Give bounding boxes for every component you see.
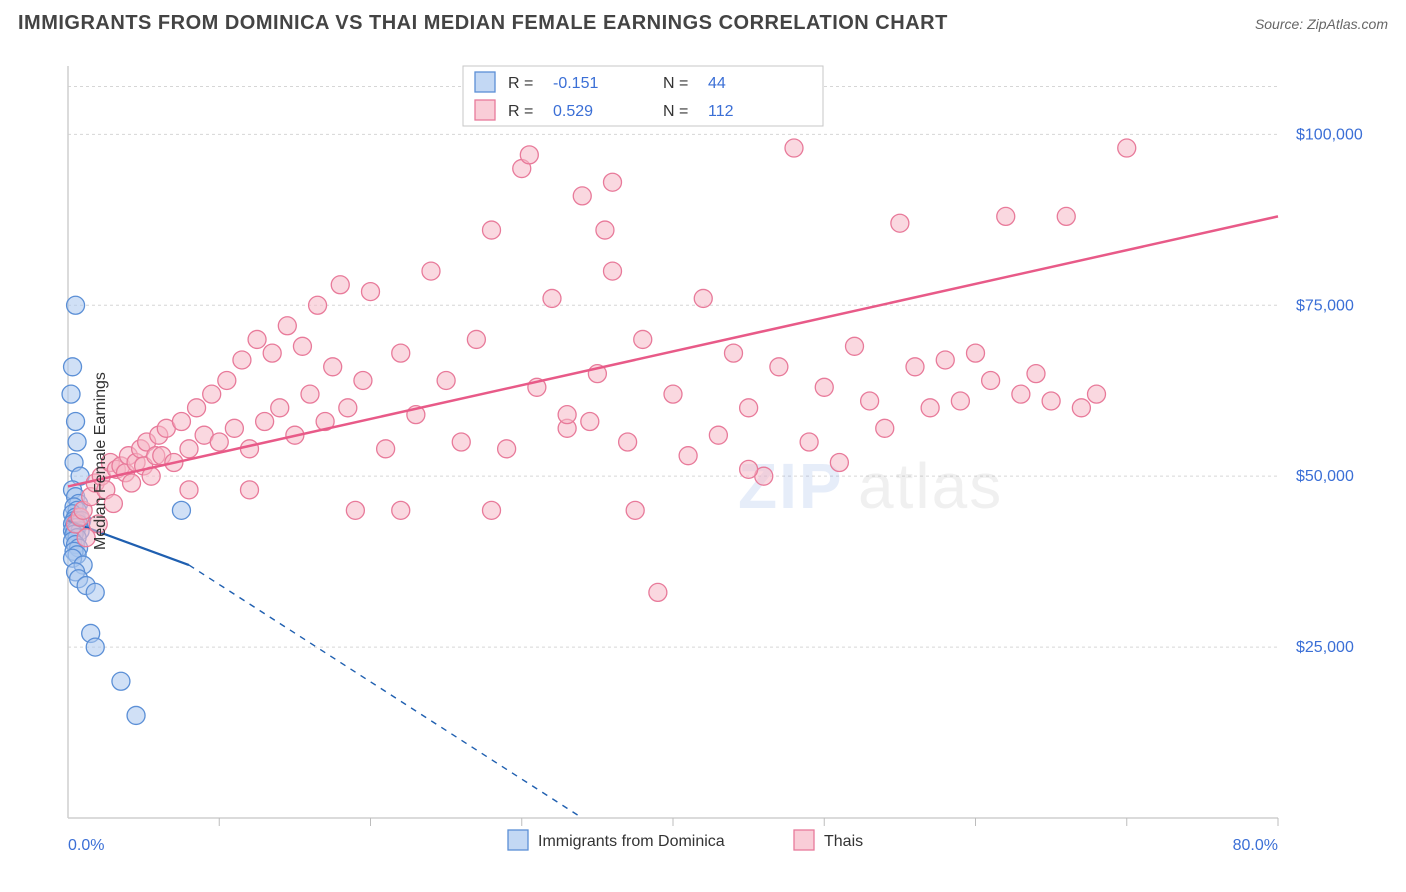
watermark: ZIPatlas [738, 450, 1003, 522]
svg-text:Immigrants from Dominica: Immigrants from Dominica [538, 833, 725, 850]
svg-text:0.0%: 0.0% [68, 837, 104, 854]
svg-text:0.529: 0.529 [553, 103, 593, 120]
legend-bottom: Immigrants from Dominica Thais [508, 830, 863, 850]
svg-text:R =: R = [508, 103, 533, 120]
scatter-chart: $25,000 $50,000 $75,000 $100,000 0.0% 80.0% ZI… [18, 48, 1388, 874]
svg-text:N =: N = [663, 75, 688, 92]
y-axis-label: Median Female Earnings [92, 372, 110, 550]
series-dominica [62, 296, 582, 818]
svg-text:80.0%: 80.0% [1233, 837, 1278, 854]
svg-text:$25,000: $25,000 [1296, 639, 1354, 656]
chart-container: Median Female Earnings $25,000 $50,000 $75… [18, 48, 1388, 874]
svg-text:R =: R = [508, 75, 533, 92]
svg-text:Thais: Thais [824, 833, 863, 850]
svg-text:$50,000: $50,000 [1296, 468, 1354, 485]
svg-text:44: 44 [708, 75, 726, 92]
svg-text:atlas: atlas [858, 450, 1003, 522]
svg-text:-0.151: -0.151 [553, 75, 598, 92]
svg-text:$75,000: $75,000 [1296, 297, 1354, 314]
svg-text:ZIP: ZIP [738, 450, 844, 522]
source-label: Source: ZipAtlas.com [1255, 16, 1388, 32]
svg-text:112: 112 [708, 103, 734, 120]
chart-title: IMMIGRANTS FROM DOMINICA VS THAI MEDIAN … [18, 12, 948, 35]
legend-stats: R = -0.151 N = 44 R = 0.529 N = 112 [463, 66, 823, 126]
series-thais [67, 139, 1278, 601]
svg-text:N =: N = [663, 103, 688, 120]
svg-text:$100,000: $100,000 [1296, 126, 1363, 143]
